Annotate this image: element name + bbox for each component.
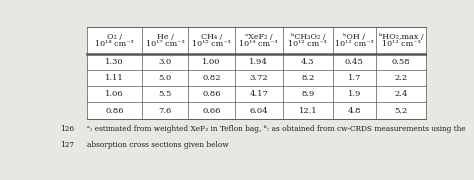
Text: ᵇCH₃O₂ /: ᵇCH₃O₂ / xyxy=(291,33,325,41)
Text: 1.30: 1.30 xyxy=(105,58,124,66)
Text: ᵇHO₂,max /: ᵇHO₂,max / xyxy=(379,33,423,41)
Text: 10¹⁷ cm⁻³: 10¹⁷ cm⁻³ xyxy=(146,40,184,48)
Text: 7.6: 7.6 xyxy=(158,107,172,114)
Text: ᵃXeF₂ /: ᵃXeF₂ / xyxy=(245,33,273,41)
Text: 5.5: 5.5 xyxy=(158,90,172,98)
Text: 4.17: 4.17 xyxy=(249,90,268,98)
Text: 127: 127 xyxy=(60,141,74,149)
Text: 4.8: 4.8 xyxy=(347,107,361,114)
Text: 10¹² cm⁻³: 10¹² cm⁻³ xyxy=(289,40,327,48)
Text: 6.04: 6.04 xyxy=(249,107,268,114)
Text: 0.82: 0.82 xyxy=(202,74,220,82)
Text: 1.9: 1.9 xyxy=(348,90,361,98)
Bar xyxy=(87,27,426,119)
Text: 0.45: 0.45 xyxy=(345,58,364,66)
Text: 5.2: 5.2 xyxy=(394,107,408,114)
Text: 0.86: 0.86 xyxy=(105,107,124,114)
Text: 10¹⁴ cm⁻³: 10¹⁴ cm⁻³ xyxy=(239,40,278,48)
Text: 0.66: 0.66 xyxy=(202,107,220,114)
Text: 5.0: 5.0 xyxy=(158,74,172,82)
Text: O₂ /: O₂ / xyxy=(107,33,122,41)
Text: 8.9: 8.9 xyxy=(301,90,315,98)
Text: 10¹⁵ cm⁻³: 10¹⁵ cm⁻³ xyxy=(192,40,231,48)
Text: He /: He / xyxy=(157,33,173,41)
Text: CH₄ /: CH₄ / xyxy=(201,33,222,41)
Text: 126: 126 xyxy=(60,125,74,133)
Text: ᵇOH /: ᵇOH / xyxy=(343,33,365,41)
Text: ᵃ: estimated from weighted XeF₂ in Teflon bag, ᵇ: as obtained from cw-CRDS measu: ᵃ: estimated from weighted XeF₂ in Teflo… xyxy=(87,125,465,133)
Text: 1.7: 1.7 xyxy=(348,74,361,82)
Text: 2.4: 2.4 xyxy=(394,90,408,98)
Text: 8.2: 8.2 xyxy=(301,74,314,82)
Text: 1.94: 1.94 xyxy=(249,58,268,66)
Text: 3.0: 3.0 xyxy=(158,58,172,66)
Text: 10¹² cm⁻³: 10¹² cm⁻³ xyxy=(335,40,374,48)
Text: 0.86: 0.86 xyxy=(202,90,220,98)
Text: 2.2: 2.2 xyxy=(394,74,408,82)
Text: 1.06: 1.06 xyxy=(105,90,124,98)
Text: 1.00: 1.00 xyxy=(202,58,220,66)
Text: 0.58: 0.58 xyxy=(392,58,410,66)
Text: 10¹⁸ cm⁻³: 10¹⁸ cm⁻³ xyxy=(95,40,134,48)
Text: absorption cross sections given below: absorption cross sections given below xyxy=(87,141,228,149)
Text: 1.11: 1.11 xyxy=(105,74,124,82)
Text: 3.72: 3.72 xyxy=(249,74,268,82)
Text: 10¹² cm⁻³: 10¹² cm⁻³ xyxy=(382,40,420,48)
Text: 12.1: 12.1 xyxy=(299,107,317,114)
Text: 4.3: 4.3 xyxy=(301,58,315,66)
